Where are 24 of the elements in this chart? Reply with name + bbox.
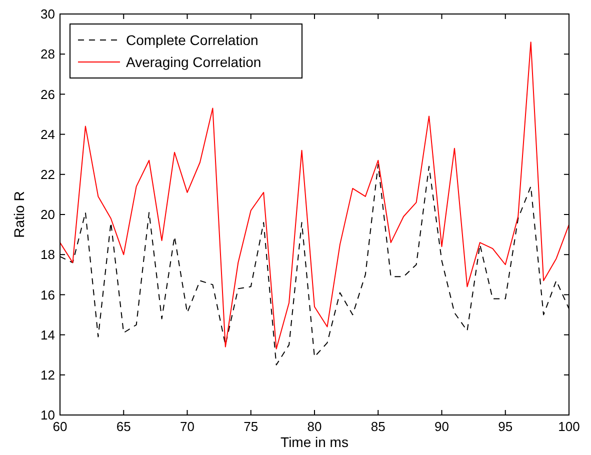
y-tick-label: 26	[40, 86, 55, 102]
x-tick-label: 85	[370, 419, 386, 434]
y-tick-label: 12	[40, 367, 55, 382]
y-tick-label: 18	[40, 247, 55, 262]
legend-label: Complete Correlation	[126, 32, 258, 48]
x-tick-label: 60	[52, 419, 68, 434]
x-tick-label: 70	[180, 419, 194, 434]
y-tick-label: 20	[40, 207, 55, 222]
y-tick-label: 16	[40, 287, 55, 302]
y-tick-label: 10	[40, 408, 55, 423]
x-tick-label: 75	[244, 419, 258, 434]
legend-label: Averaging Correlation	[126, 54, 262, 70]
y-tick-label: 28	[40, 46, 55, 62]
y-tick-label: 30	[40, 6, 55, 22]
y-tick-label: 14	[40, 327, 55, 342]
y-tick-label: 22	[40, 166, 55, 182]
x-axis-title: Time in ms	[280, 434, 348, 450]
y-axis-title: Ratio R	[11, 191, 27, 238]
x-tick-label: 90	[434, 419, 449, 434]
y-tick-label: 24	[40, 126, 55, 142]
x-tick-label: 95	[498, 419, 513, 434]
x-tick-label: 80	[307, 419, 322, 434]
x-tick-label: 100	[558, 419, 580, 434]
x-tick-label: 65	[116, 419, 131, 434]
